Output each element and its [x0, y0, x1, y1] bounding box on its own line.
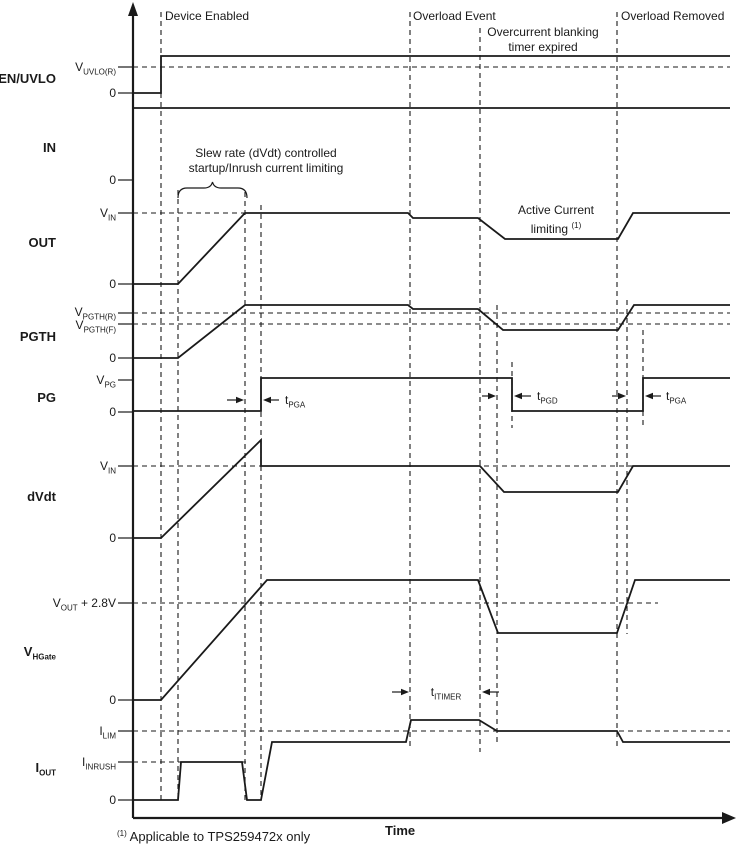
time-axis-label: Time [385, 823, 416, 838]
annotation-slew-rate: Slew rate (dVdt) controlled startup/Inru… [178, 146, 354, 176]
annotation-active-line1: Active Current [517, 203, 595, 217]
level-label-vpg: VPG [96, 373, 116, 390]
event-label-overload-event: Overload Event [413, 9, 496, 23]
signal-label-en-uvlo: EN/UVLO [0, 71, 56, 86]
level-label-zero-pgth: 0 [109, 351, 116, 365]
timing-label-titimer: tITIMER [430, 685, 462, 702]
level-label-iinrush: IINRUSH [81, 755, 116, 772]
signal-label-pgth: PGTH [19, 329, 56, 344]
signal-label-in: IN [43, 140, 56, 155]
level-label-vpgth-r: VPGTH(R) [74, 305, 116, 322]
axis-x-arrowhead [722, 812, 736, 824]
timing-arrow-head [618, 392, 626, 400]
level-label-zero-pg: 0 [109, 405, 116, 419]
waveform-dvdt [133, 437, 730, 539]
level-label-zero-out: 0 [109, 277, 116, 291]
signal-label-pg: PG [37, 390, 56, 405]
event-label-overcurrent-line1: Overcurrent blanking [487, 25, 599, 39]
waveform-out [133, 212, 730, 285]
timing-label-tpga-2: tPGA [666, 389, 687, 406]
timing-arrow-head [236, 396, 244, 404]
level-label-vuvlo-r: VUVLO(R) [75, 60, 116, 77]
level-label-vin-dvdt: VIN [99, 459, 116, 476]
footnote: (1) Applicable to TPS259472x only [117, 829, 311, 844]
signal-label-vhgate: VHGate [23, 644, 56, 662]
level-label-zero-in: 0 [109, 173, 116, 187]
timing-arrow-head [488, 392, 496, 400]
event-label-overload-removed: Overload Removed [621, 9, 725, 23]
signal-label-iout: IOUT [35, 760, 56, 778]
annotation-active-current-limiting: Active Current limiting (1) [504, 203, 608, 237]
axis-y-arrowhead [128, 2, 138, 16]
level-label-vpgth-f: VPGTH(F) [75, 318, 116, 335]
timing-arrow-head [263, 396, 271, 404]
waveform-pg [133, 377, 730, 412]
level-label-vout-plus-2v8: VOUT + 2.8V [52, 596, 116, 613]
event-label-overcurrent-line2: timer expired [508, 40, 578, 54]
annotation-active-line2: limiting (1) [530, 221, 582, 236]
level-label-vin-out: VIN [99, 206, 116, 223]
waveform-vhgate [133, 579, 730, 701]
level-label-ilim: ILIM [99, 724, 116, 741]
signal-label-dvdt: dVdt [27, 489, 56, 504]
waveform-iout [133, 719, 730, 801]
annotation-slew-line2: startup/Inrush current limiting [188, 161, 344, 175]
waveform-en-uvlo [133, 55, 730, 94]
timing-arrow-head [482, 688, 490, 696]
timing-arrow-head [514, 392, 522, 400]
level-label-zero-en: 0 [109, 86, 116, 100]
event-label-device-enabled: Device Enabled [165, 9, 250, 23]
timing-arrow-head [401, 688, 409, 696]
event-label-overcurrent-blanking: Overcurrent blanking timer expired [481, 25, 605, 55]
signal-label-out: OUT [28, 235, 56, 250]
level-label-zero-iout: 0 [109, 793, 116, 807]
timing-label-tpgd: tPGD [537, 389, 558, 406]
timing-arrow-head [645, 392, 653, 400]
slew-rate-brace [177, 181, 248, 199]
level-label-zero-vhgate: 0 [109, 693, 116, 707]
level-label-zero-dvdt: 0 [109, 531, 116, 545]
annotation-slew-line1: Slew rate (dVdt) controlled [195, 146, 337, 160]
timing-label-tpga-1: tPGA [285, 393, 306, 410]
waveform-pgth [133, 304, 730, 359]
